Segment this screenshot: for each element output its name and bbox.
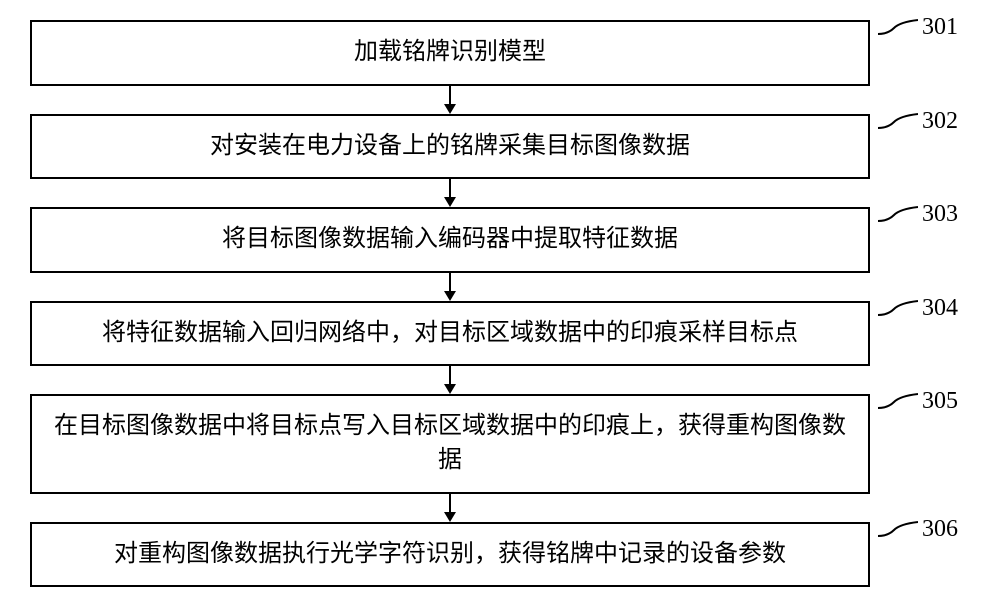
step-text: 将目标图像数据输入编码器中提取特征数据 [222, 223, 678, 257]
step-box-303: 将目标图像数据输入编码器中提取特征数据 [30, 207, 870, 273]
arrow-down-icon [440, 366, 460, 394]
arrow-wrap [30, 86, 870, 114]
arrow-wrap [30, 494, 870, 522]
step-row: 对安装在电力设备上的铭牌采集目标图像数据 302 [30, 114, 970, 180]
step-row: 在目标图像数据中将目标点写入目标区域数据中的印痕上，获得重构图像数据 305 [30, 394, 970, 493]
arrow-down-icon [440, 494, 460, 522]
step-number: 305 [922, 388, 958, 415]
step-row: 对重构图像数据执行光学字符识别，获得铭牌中记录的设备参数 306 [30, 522, 970, 588]
step-label-wrap: 302 [878, 114, 958, 142]
step-row: 加载铭牌识别模型 301 [30, 20, 970, 86]
step-box-305: 在目标图像数据中将目标点写入目标区域数据中的印痕上，获得重构图像数据 [30, 394, 870, 493]
step-number: 304 [922, 295, 958, 322]
flowchart-container: 加载铭牌识别模型 301 对安装在电力设备上的铭牌采集目标图像数据 302 [30, 20, 970, 587]
step-label-wrap: 306 [878, 522, 958, 550]
step-box-301: 加载铭牌识别模型 [30, 20, 870, 86]
step-text: 对安装在电力设备上的铭牌采集目标图像数据 [210, 130, 690, 164]
step-text: 加载铭牌识别模型 [354, 36, 546, 70]
arrow-down-icon [440, 86, 460, 114]
step-row: 将特征数据输入回归网络中，对目标区域数据中的印痕采样目标点 304 [30, 301, 970, 367]
step-box-304: 将特征数据输入回归网络中，对目标区域数据中的印痕采样目标点 [30, 301, 870, 367]
curve-connector [878, 299, 918, 329]
step-number: 306 [922, 516, 958, 543]
arrow-wrap [30, 366, 870, 394]
step-label-wrap: 305 [878, 394, 958, 422]
step-text: 对重构图像数据执行光学字符识别，获得铭牌中记录的设备参数 [114, 538, 786, 572]
step-box-302: 对安装在电力设备上的铭牌采集目标图像数据 [30, 114, 870, 180]
arrow-down-icon [440, 273, 460, 301]
arrow-wrap [30, 273, 870, 301]
step-number: 303 [922, 201, 958, 228]
curve-connector [878, 392, 918, 422]
step-label-wrap: 304 [878, 301, 958, 329]
curve-connector [878, 520, 918, 550]
step-label-wrap: 303 [878, 207, 958, 235]
step-number: 302 [922, 108, 958, 135]
step-text: 在目标图像数据中将目标点写入目标区域数据中的印痕上，获得重构图像数据 [52, 410, 848, 477]
step-row: 将目标图像数据输入编码器中提取特征数据 303 [30, 207, 970, 273]
curve-connector [878, 205, 918, 235]
arrow-down-icon [440, 179, 460, 207]
step-label-wrap: 301 [878, 20, 958, 48]
step-box-306: 对重构图像数据执行光学字符识别，获得铭牌中记录的设备参数 [30, 522, 870, 588]
curve-connector [878, 112, 918, 142]
curve-connector [878, 18, 918, 48]
step-number: 301 [922, 14, 958, 41]
arrow-wrap [30, 179, 870, 207]
step-text: 将特征数据输入回归网络中，对目标区域数据中的印痕采样目标点 [102, 317, 798, 351]
